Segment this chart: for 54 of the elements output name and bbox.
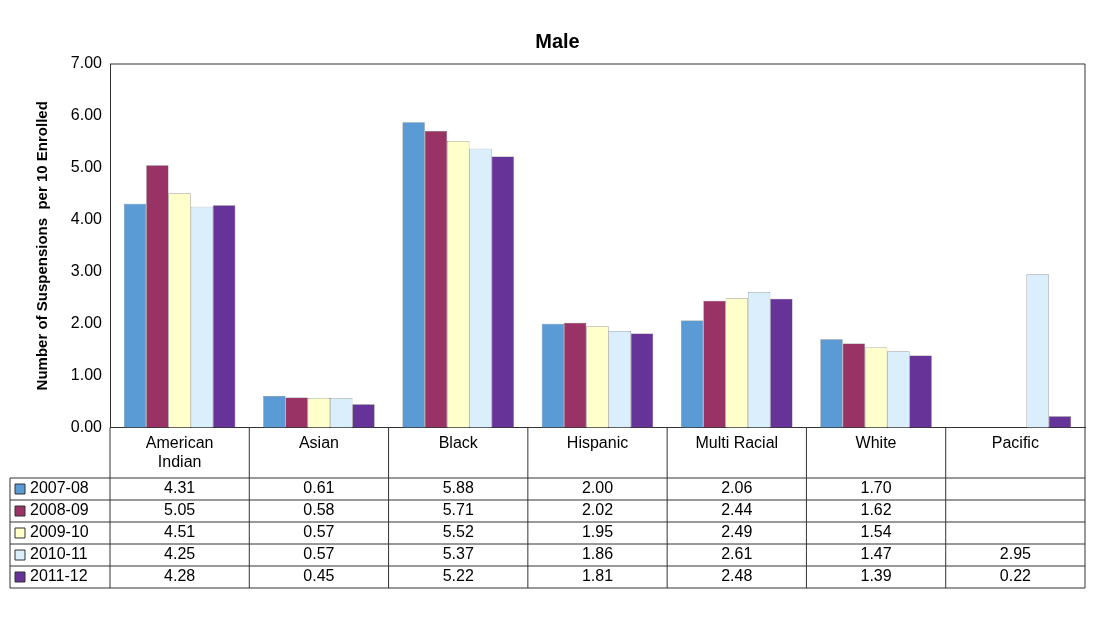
x-tick-label: Hispanic	[566, 433, 629, 451]
data-label: 2.00	[581, 479, 614, 497]
data-label: 4.51	[164, 523, 196, 541]
data-label: 1.54	[860, 523, 892, 541]
data-label: 2.06	[721, 479, 753, 497]
y-tick-label: 7.00	[70, 54, 103, 72]
y-tick-label: 5.00	[70, 158, 103, 176]
data-label: 4.28	[164, 567, 196, 585]
data-label: 2.49	[721, 523, 753, 541]
data-label: 0.61	[303, 479, 335, 497]
legend-label: 2008-09	[30, 501, 89, 519]
x-tick-label: White	[855, 433, 897, 451]
y-tick-label: 1.00	[70, 366, 103, 384]
data-label: 1.86	[581, 545, 614, 563]
data-label: 2.02	[581, 501, 614, 519]
data-label: 5.22	[442, 567, 474, 585]
y-tick-label: 0.00	[70, 418, 103, 436]
data-label: 0.58	[303, 501, 335, 519]
data-label: 5.37	[442, 545, 474, 563]
x-tick-label: Black	[438, 433, 479, 451]
data-label: 1.70	[860, 479, 892, 497]
data-label: 1.39	[860, 567, 892, 585]
y-tick-label: 4.00	[70, 210, 103, 228]
data-label: 1.81	[581, 567, 614, 585]
legend-label: 2010-11	[30, 545, 88, 563]
x-tick-label: Asian	[298, 433, 339, 451]
y-tick-label: 3.00	[70, 262, 103, 280]
data-label: 0.57	[303, 545, 335, 563]
data-label: 2.48	[721, 567, 753, 585]
chart-title: Male	[535, 29, 580, 52]
x-tick-label: Multi Racial	[695, 433, 779, 451]
y-axis-title: Number of Suspensions per 10 Enrolled	[33, 101, 51, 391]
data-label: 1.95	[581, 523, 614, 541]
data-label: 5.52	[442, 523, 474, 541]
legend-label: 2011-12	[30, 567, 88, 585]
data-label: 4.31	[164, 479, 196, 497]
data-label: 4.25	[164, 545, 196, 563]
data-label: 2.61	[721, 545, 753, 563]
data-label: 0.45	[303, 567, 335, 585]
data-label: 0.57	[303, 523, 335, 541]
data-label: 0.22	[999, 567, 1032, 585]
legend-label: 2009-10	[30, 523, 89, 541]
data-label: 5.05	[164, 501, 196, 519]
legend-label: 2007-08	[30, 479, 89, 497]
data-label: 5.88	[442, 479, 474, 497]
data-label: 2.95	[999, 545, 1032, 563]
y-tick-label: 6.00	[70, 106, 103, 124]
x-tick-label: American Indian	[145, 433, 214, 470]
data-label: 5.71	[442, 501, 474, 519]
data-label: 1.47	[860, 545, 892, 563]
x-tick-label: Pacific	[991, 433, 1039, 451]
data-label: 1.62	[860, 501, 892, 519]
y-tick-label: 2.00	[70, 314, 103, 332]
data-label: 2.44	[721, 501, 753, 519]
